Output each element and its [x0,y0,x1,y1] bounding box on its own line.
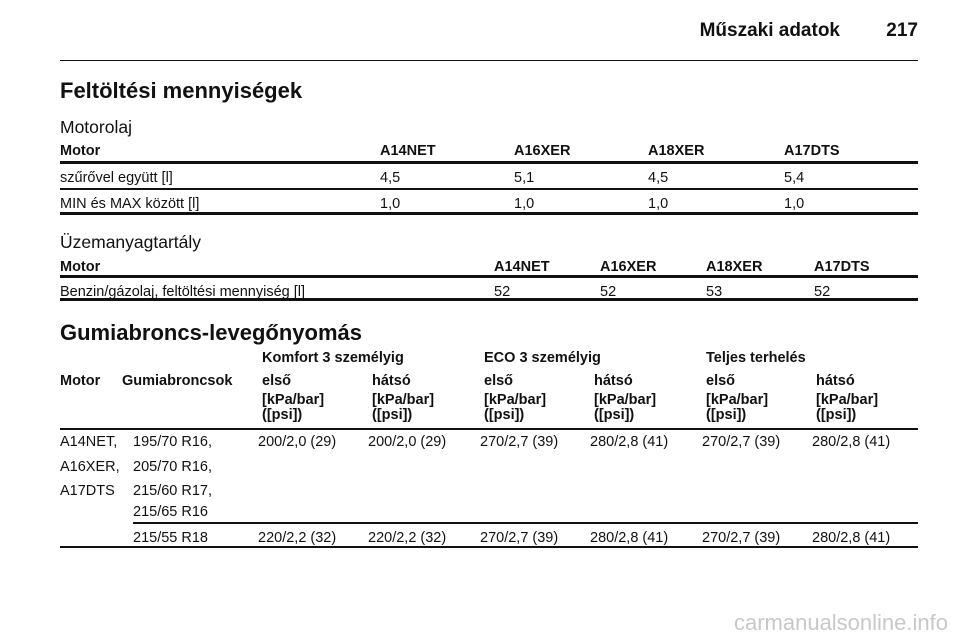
group-header: Komfort 3 személyig [262,350,404,366]
table-cell: 52 [494,284,511,300]
motor: A14NET, [60,434,118,450]
pressure: 280/2,8 (41) [590,434,669,450]
table-header: A16XER [600,259,657,275]
table-header: hátsó [594,373,633,389]
pressure: 280/2,8 (41) [590,530,669,546]
table-header: hátsó [816,373,855,389]
table-header: Motor [60,373,101,389]
table-header: Gumiabroncsok [122,373,233,389]
pressure: 220/2,2 (32) [368,530,447,546]
table-cell: 1,0 [648,196,669,212]
table-cell: 1,0 [514,196,535,212]
pressure: 270/2,7 (39) [702,530,781,546]
pressure: 200/2,0 (29) [368,434,447,450]
table-cell: 5,4 [784,170,805,186]
subsection-title: Üzemanyagtartály [60,232,202,252]
table-cell: 5,1 [514,170,535,186]
tyre-size: 215/65 R16 [133,503,208,520]
table-cell: szűrővel együtt [l] [60,170,173,186]
rule [133,522,918,524]
rule [60,188,918,190]
rule [60,212,918,215]
page-header-title: Műszaki adatok [699,20,840,41]
table-header: első [262,373,292,389]
unit-header: [kPa/bar] ([psi]) [484,392,547,423]
rule [60,298,918,301]
tyre-size: 195/70 R16, [133,434,213,450]
table-cell: 4,5 [648,170,669,186]
pressure: 280/2,8 (41) [812,530,891,546]
table-cell: 52 [814,284,831,300]
table-header: Motor [60,259,101,275]
table-header: A14NET [380,143,436,159]
table-cell: MIN és MAX között [l] [60,196,200,212]
table-cell: 4,5 [380,170,401,186]
tyre-size: 215/60 R17, [133,483,213,499]
table-cell: Benzin/gázolaj, feltöltési mennyiség [l] [60,284,306,300]
subsection-title: Gumiabroncs-levegőnyomás [60,320,362,345]
pressure: 270/2,7 (39) [702,434,781,450]
unit-header: [kPa/bar] ([psi]) [816,392,879,423]
table-header: első [706,373,736,389]
unit-header: [kPa/bar] ([psi]) [262,392,325,423]
table-cell: 52 [600,284,617,300]
table-cell: 53 [706,284,723,300]
unit-header: [kPa/bar] ([psi]) [706,392,769,423]
pressure: 220/2,2 (32) [258,530,337,546]
tyre-size: 205/70 R16, [133,458,213,475]
rule [60,161,918,164]
table-header: hátsó [372,373,411,389]
watermark: carmanualsonline.info [733,610,948,635]
unit-header: [kPa/bar] ([psi]) [372,392,435,423]
motor: A16XER, [60,458,120,475]
pressure: 200/2,0 (29) [258,434,337,450]
motor: A17DTS [60,483,115,499]
group-header: ECO 3 személyig [484,350,601,366]
table-cell: 1,0 [380,196,401,212]
table-header: első [484,373,514,389]
table-header: A17DTS [784,143,840,159]
table-header: Motor [60,143,101,159]
table-header: A18XER [648,143,705,159]
unit-header: [kPa/bar] ([psi]) [594,392,657,423]
table-header: A18XER [706,259,763,275]
pressure: 270/2,7 (39) [480,434,559,450]
rule [60,546,918,548]
group-header: Teljes terhelés [706,350,806,366]
subsection-title: Motorolaj [60,117,132,137]
pressure: 280/2,8 (41) [812,434,891,450]
rule [60,60,918,61]
page-number: 217 [886,20,918,41]
table-header: A16XER [514,143,571,159]
table-header: A14NET [494,259,550,275]
table-header: A17DTS [814,259,870,275]
rule [60,428,918,430]
pressure: 270/2,7 (39) [480,530,559,546]
table-cell: 1,0 [784,196,805,212]
tyre-size: 215/55 R18 [133,530,208,546]
section-title: Feltöltési mennyiségek [60,78,303,103]
rule [60,275,918,278]
